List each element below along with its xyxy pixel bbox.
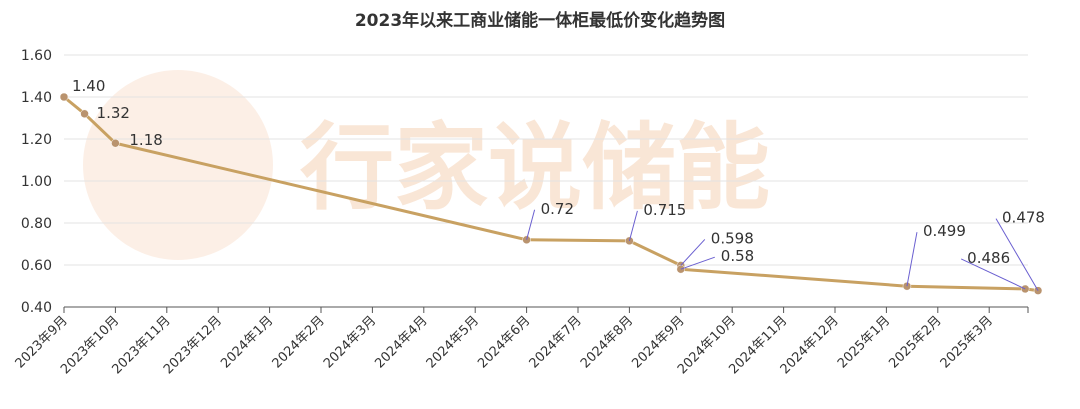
- x-tick-label: 2025年1月: [835, 313, 893, 371]
- data-label: 0.478: [1002, 209, 1045, 227]
- data-label: 0.72: [541, 200, 574, 218]
- chart-title: 2023年以来工商业储能一体柜最低价变化趋势图: [354, 11, 726, 31]
- x-tick-label: 2024年2月: [270, 313, 328, 371]
- y-tick-label: 0.40: [21, 300, 52, 316]
- x-tick-label: 2024年6月: [475, 313, 533, 371]
- y-tick-label: 0.80: [21, 216, 52, 232]
- label-leader-line: [680, 239, 706, 266]
- watermark: 行家说储能: [300, 114, 770, 223]
- y-tick-label: 1.20: [21, 132, 52, 148]
- x-tick-label: 2024年3月: [321, 313, 379, 371]
- data-point: [59, 92, 69, 102]
- label-leader-line: [680, 256, 715, 270]
- data-label: 1.40: [72, 77, 105, 95]
- data-label: 0.499: [923, 222, 966, 240]
- data-point: [111, 138, 120, 148]
- data-label: 1.18: [129, 131, 162, 149]
- data-label: 1.32: [97, 104, 130, 122]
- data-label: 0.486: [967, 249, 1010, 267]
- series-line: [63, 95, 1039, 293]
- label-leader-line: [628, 210, 638, 241]
- y-tick-label: 1.40: [21, 90, 52, 106]
- y-tick-label: 0.60: [21, 258, 52, 274]
- x-tick-label: 2024年1月: [218, 313, 276, 371]
- data-label: 0.58: [721, 247, 754, 265]
- x-tick-label: 2024年7月: [527, 313, 585, 371]
- label-leader-line: [906, 232, 918, 287]
- x-tick-label: 2024年4月: [372, 313, 430, 371]
- y-tick-label: 1.60: [21, 48, 52, 64]
- data-label: 0.598: [711, 229, 754, 247]
- x-tick-label: 2025年2月: [886, 313, 944, 371]
- data-point: [80, 109, 89, 119]
- y-tick-label: 1.00: [21, 174, 52, 190]
- data-label: 0.715: [643, 201, 686, 219]
- x-tick-label: 2024年8月: [578, 313, 636, 371]
- x-tick-label: 2024年5月: [424, 313, 482, 371]
- label-leader-line: [526, 209, 536, 240]
- watermark-logo: [83, 70, 273, 260]
- x-tick-label: 2025年3月: [938, 313, 996, 371]
- label-leader-line: [995, 218, 1039, 291]
- label-leader-line: [960, 258, 1026, 290]
